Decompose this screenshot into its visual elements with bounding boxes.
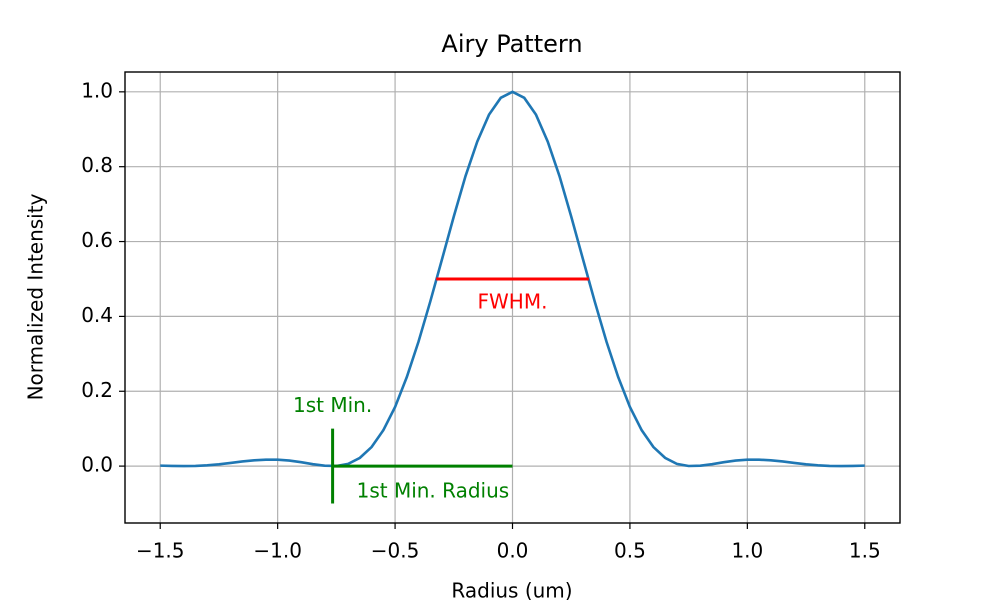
x-tick-label: 0.5: [614, 539, 646, 563]
x-tick-label: 1.5: [849, 539, 881, 563]
y-tick-label: 0.0: [81, 453, 113, 477]
y-axis-label: Normalized Intensity: [24, 193, 48, 400]
x-tick-label: 0.0: [497, 539, 529, 563]
x-tick-label: 1.0: [731, 539, 763, 563]
annotation-label: FWHM.: [478, 289, 548, 313]
chart-title: Airy Pattern: [441, 30, 582, 58]
y-tick-label: 0.6: [81, 228, 113, 252]
x-tick-label: −0.5: [371, 539, 420, 563]
annotation-label: 1st Min.: [293, 393, 372, 417]
y-tick-label: 0.4: [81, 303, 113, 327]
plot-frame: [124, 71, 901, 524]
x-tick-label: −1.5: [136, 539, 185, 563]
y-tick-label: 0.8: [81, 153, 113, 177]
line-series: [160, 90, 865, 468]
x-axis-label: Radius (um): [451, 579, 572, 600]
y-tick-label: 0.2: [81, 378, 113, 402]
annotation-label: 1st Min. Radius: [357, 479, 510, 503]
x-tick-label: −1.0: [253, 539, 302, 563]
y-tick-label: 1.0: [81, 78, 113, 102]
